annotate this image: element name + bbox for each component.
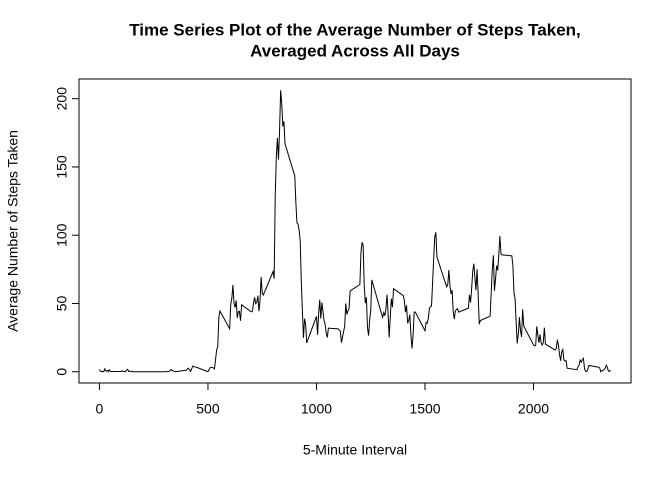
x-axis-label: 5-Minute Interval xyxy=(303,442,407,458)
x-tick-label: 0 xyxy=(96,401,104,417)
x-tick-label: 2000 xyxy=(518,401,549,417)
y-tick-label: 150 xyxy=(54,155,70,179)
x-tick-label: 1000 xyxy=(301,401,332,417)
y-tick-label: 0 xyxy=(54,368,70,376)
x-tick-label: 500 xyxy=(196,401,220,417)
y-tick-label: 50 xyxy=(54,295,70,311)
y-axis-label: Average Number of Steps Taken xyxy=(5,130,21,332)
chart-title: Time Series Plot of the Average Number o… xyxy=(129,20,581,39)
x-tick-label: 1500 xyxy=(409,401,440,417)
data-line xyxy=(99,90,611,373)
y-tick-label: 100 xyxy=(54,223,70,247)
y-tick-label: 200 xyxy=(54,87,70,111)
plot-frame xyxy=(78,78,632,384)
chart-title: Averaged Across All Days xyxy=(250,41,460,60)
